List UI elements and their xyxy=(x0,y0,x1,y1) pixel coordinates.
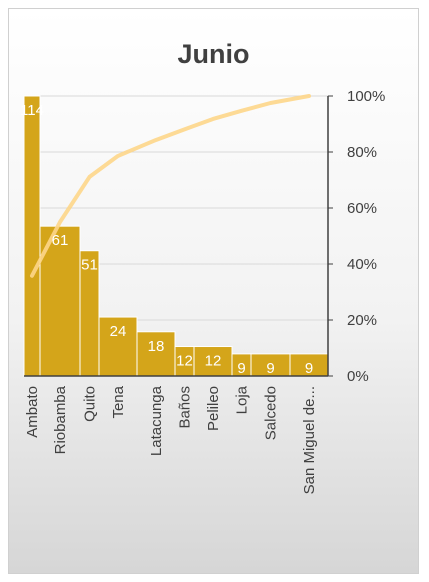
y-tick-label: 60% xyxy=(347,200,377,217)
x-tick-label: Tena xyxy=(110,385,127,418)
x-tick-label: Latacunga xyxy=(148,385,165,456)
chart-title: Junio xyxy=(177,39,250,69)
data-label: 9 xyxy=(266,360,274,377)
data-label: 12 xyxy=(205,353,222,370)
x-tick-label: Riobamba xyxy=(52,385,69,454)
x-tick-label: Loja xyxy=(234,385,251,414)
x-tick-label: Pelileo xyxy=(205,386,222,431)
data-label: 9 xyxy=(237,360,245,377)
y-tick-label: 40% xyxy=(347,256,377,273)
data-label: 51 xyxy=(81,257,98,274)
data-label: 9 xyxy=(305,360,313,377)
data-label: 61 xyxy=(52,232,69,249)
x-tick-label: Ambato xyxy=(24,386,41,438)
cumulative-line xyxy=(30,94,311,278)
y-tick-label: 80% xyxy=(347,144,377,161)
data-label: 24 xyxy=(110,323,127,340)
x-tick-label: Quito xyxy=(82,386,99,422)
x-tick-label: Salcedo xyxy=(263,386,280,440)
x-tick-label: Baños xyxy=(177,386,194,429)
data-label: 18 xyxy=(148,338,165,355)
bar xyxy=(23,95,41,377)
y-tick-label: 0% xyxy=(347,368,369,385)
y-tick-label: 100% xyxy=(347,88,385,105)
bar xyxy=(136,331,176,377)
data-label: 12 xyxy=(176,353,193,370)
y-tick-label: 20% xyxy=(347,312,377,329)
x-tick-label: San Miguel de... xyxy=(301,386,318,494)
data-label: 114 xyxy=(20,102,44,119)
